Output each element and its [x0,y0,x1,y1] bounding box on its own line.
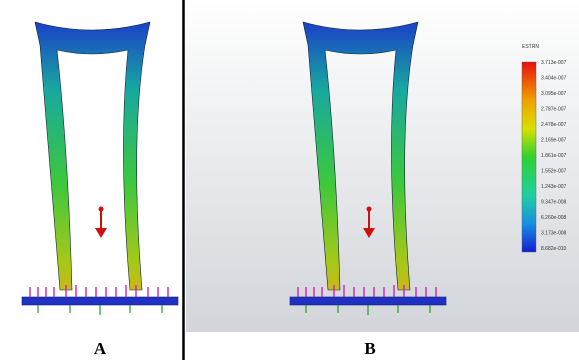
legend-label: 3.173e-008 [541,231,567,237]
figure: A B ESTRN 3.713e-007 3.404e-007 3.095e-007… [0,0,579,360]
legend-label: 1.552e-007 [541,169,567,175]
legend-label: 2.787e-007 [541,107,567,113]
panel-label: B [364,339,375,358]
legend-label: 6.260e-008 [541,215,567,221]
colorbar [522,62,536,252]
legend-label: 3.713e-007 [541,60,567,66]
legend-label: 3.404e-007 [541,76,567,82]
legend-label: 8.682e-010 [541,246,567,252]
legend-label: 1.243e-007 [541,184,567,190]
legend-title: ESTRN [522,44,539,50]
legend-label: 1.861e-007 [541,153,567,159]
legend-label: 3.095e-007 [541,91,567,97]
legend-label: 9.347e-008 [541,200,567,206]
panel-label: A [94,339,107,358]
legend-label: 2.169e-007 [541,138,567,144]
legend-label: 2.478e-007 [541,122,567,128]
